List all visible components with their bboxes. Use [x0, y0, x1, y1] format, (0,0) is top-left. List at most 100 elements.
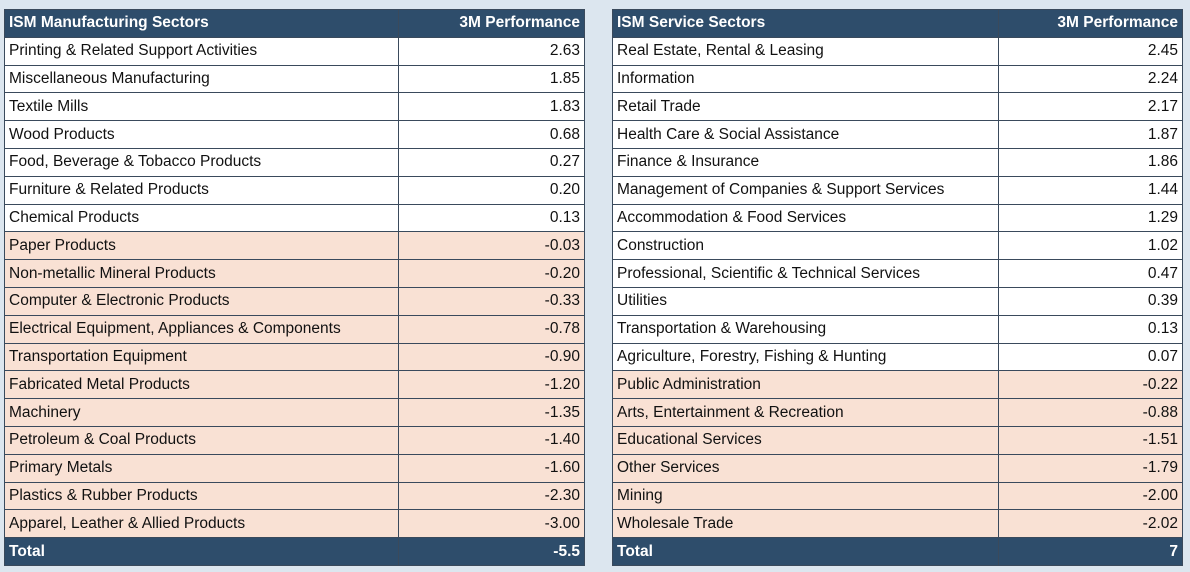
- service-sector-name: Health Care & Social Assistance: [612, 120, 999, 149]
- service-sector-name: Mining: [612, 481, 999, 511]
- service-sector-name: Management of Companies & Support Servic…: [612, 175, 999, 205]
- service-sector-value: -1.51: [998, 425, 1183, 455]
- service-table-row: Construction 1.02: [612, 231, 1183, 261]
- service-sector-name: Finance & Insurance: [612, 147, 999, 177]
- manufacturing-table-row: Chemical Products 0.13: [4, 203, 585, 233]
- service-table-row: Agriculture, Forestry, Fishing & Hunting…: [612, 342, 1183, 372]
- manufacturing-sector-name: Plastics & Rubber Products: [4, 481, 399, 511]
- service-table-row: Real Estate, Rental & Leasing 2.45: [612, 36, 1183, 66]
- manufacturing-table-row: Non-metallic Mineral Products -0.20: [4, 259, 585, 288]
- service-sector-name: Other Services: [612, 453, 999, 483]
- service-sector-name: Construction: [612, 231, 999, 261]
- service-sector-value: -2.00: [998, 481, 1183, 511]
- manufacturing-sector-name: Printing & Related Support Activities: [4, 36, 399, 66]
- manufacturing-sector-value: -0.33: [398, 286, 585, 316]
- manufacturing-total-row: Total -5.5: [4, 537, 585, 566]
- manufacturing-sector-name: Electrical Equipment, Appliances & Compo…: [4, 314, 399, 344]
- service-total-label: Total: [612, 537, 999, 566]
- manufacturing-sector-value: -0.20: [398, 259, 585, 288]
- manufacturing-sector-name: Chemical Products: [4, 203, 399, 233]
- manufacturing-sector-value: -1.20: [398, 370, 585, 400]
- manufacturing-sector-name: Paper Products: [4, 231, 399, 261]
- service-table-row: Wholesale Trade -2.02: [612, 509, 1183, 539]
- manufacturing-sector-name: Petroleum & Coal Products: [4, 425, 399, 455]
- manufacturing-table-row: Primary Metals -1.60: [4, 453, 585, 483]
- manufacturing-sector-value: 0.27: [398, 147, 585, 177]
- manufacturing-table-row: Transportation Equipment -0.90: [4, 342, 585, 372]
- service-sector-name: Arts, Entertainment & Recreation: [612, 398, 999, 427]
- manufacturing-sector-value: 0.13: [398, 203, 585, 233]
- manufacturing-table-row: Computer & Electronic Products -0.33: [4, 286, 585, 316]
- manufacturing-table-row: Petroleum & Coal Products -1.40: [4, 425, 585, 455]
- service-sector-name: Professional, Scientific & Technical Ser…: [612, 259, 999, 288]
- service-sector-name: Educational Services: [612, 425, 999, 455]
- service-sector-name: Accommodation & Food Services: [612, 203, 999, 233]
- service-table-row: Utilities 0.39: [612, 286, 1183, 316]
- manufacturing-sector-value: -1.60: [398, 453, 585, 483]
- service-sector-name: Utilities: [612, 286, 999, 316]
- service-sector-name: Agriculture, Forestry, Fishing & Hunting: [612, 342, 999, 372]
- manufacturing-sector-name: Machinery: [4, 398, 399, 427]
- service-sector-value: 0.07: [998, 342, 1183, 372]
- service-sector-name: Transportation & Warehousing: [612, 314, 999, 344]
- service-sector-header: ISM Service Sectors: [612, 9, 999, 38]
- manufacturing-sector-value: -1.40: [398, 425, 585, 455]
- manufacturing-sectors-table: ISM Manufacturing Sectors 3M Performance…: [4, 9, 585, 566]
- service-sector-value: 0.39: [998, 286, 1183, 316]
- service-table-row: Transportation & Warehousing 0.13: [612, 314, 1183, 344]
- service-sector-value: 2.17: [998, 92, 1183, 122]
- service-sector-value: -1.79: [998, 453, 1183, 483]
- service-sector-name: Wholesale Trade: [612, 509, 999, 539]
- manufacturing-total-value: -5.5: [398, 537, 585, 566]
- manufacturing-sector-value: -3.00: [398, 509, 585, 539]
- manufacturing-sector-value: -0.78: [398, 314, 585, 344]
- manufacturing-table-row: Apparel, Leather & Allied Products -3.00: [4, 509, 585, 539]
- manufacturing-sector-name: Fabricated Metal Products: [4, 370, 399, 400]
- manufacturing-sector-value: 1.83: [398, 92, 585, 122]
- service-table-row: Accommodation & Food Services 1.29: [612, 203, 1183, 233]
- service-table-row: Mining -2.00: [612, 481, 1183, 511]
- service-table-row: Professional, Scientific & Technical Ser…: [612, 259, 1183, 288]
- manufacturing-rows: Printing & Related Support Activities 2.6…: [4, 36, 585, 539]
- service-sector-value: 2.24: [998, 64, 1183, 94]
- manufacturing-sector-name: Miscellaneous Manufacturing: [4, 64, 399, 94]
- service-table-row: Health Care & Social Assistance 1.87: [612, 120, 1183, 149]
- manufacturing-sector-name: Wood Products: [4, 120, 399, 149]
- manufacturing-table-row: Machinery -1.35: [4, 398, 585, 427]
- manufacturing-table-row: Paper Products -0.03: [4, 231, 585, 261]
- manufacturing-table-row: Food, Beverage & Tobacco Products 0.27: [4, 147, 585, 177]
- service-table-row: Other Services -1.79: [612, 453, 1183, 483]
- service-sector-name: Retail Trade: [612, 92, 999, 122]
- manufacturing-table-row: Wood Products 0.68: [4, 120, 585, 149]
- manufacturing-table-row: Printing & Related Support Activities 2.6…: [4, 36, 585, 66]
- service-table-row: Retail Trade 2.17: [612, 92, 1183, 122]
- service-performance-header: 3M Performance: [998, 9, 1183, 38]
- manufacturing-sector-value: -0.03: [398, 231, 585, 261]
- service-sector-value: 1.02: [998, 231, 1183, 261]
- service-sector-name: Information: [612, 64, 999, 94]
- service-rows: Real Estate, Rental & Leasing 2.45 Informa…: [612, 36, 1183, 539]
- service-sector-value: 1.87: [998, 120, 1183, 149]
- service-total-value: 7: [998, 537, 1183, 566]
- manufacturing-table-row: Electrical Equipment, Appliances & Compo…: [4, 314, 585, 344]
- manufacturing-table-row: Plastics & Rubber Products -2.30: [4, 481, 585, 511]
- service-sector-value: 0.13: [998, 314, 1183, 344]
- service-sector-name: Real Estate, Rental & Leasing: [612, 36, 999, 66]
- manufacturing-sector-value: -1.35: [398, 398, 585, 427]
- service-sector-name: Public Administration: [612, 370, 999, 400]
- manufacturing-sector-value: 0.68: [398, 120, 585, 149]
- manufacturing-performance-header: 3M Performance: [398, 9, 585, 38]
- service-sectors-table: ISM Service Sectors 3M Performance Real …: [612, 9, 1183, 566]
- manufacturing-header-row: ISM Manufacturing Sectors 3M Performance: [4, 9, 585, 38]
- manufacturing-sector-value: 1.85: [398, 64, 585, 94]
- service-table-row: Information 2.24: [612, 64, 1183, 94]
- manufacturing-sector-value: -2.30: [398, 481, 585, 511]
- manufacturing-sector-name: Food, Beverage & Tobacco Products: [4, 147, 399, 177]
- manufacturing-sector-name: Non-metallic Mineral Products: [4, 259, 399, 288]
- manufacturing-sector-name: Transportation Equipment: [4, 342, 399, 372]
- manufacturing-sector-name: Primary Metals: [4, 453, 399, 483]
- service-sector-value: 0.47: [998, 259, 1183, 288]
- manufacturing-sector-value: 0.20: [398, 175, 585, 205]
- service-sector-value: 1.44: [998, 175, 1183, 205]
- manufacturing-sector-name: Textile Mills: [4, 92, 399, 122]
